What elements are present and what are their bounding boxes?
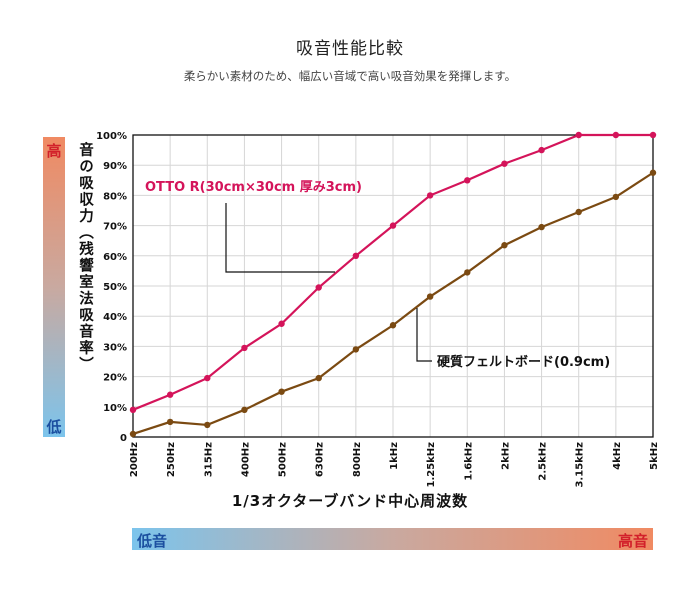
- plot-frame: [132, 134, 654, 438]
- felt-leader-line: [416, 308, 432, 362]
- frequency-gradient-bar: [132, 528, 653, 550]
- data-point: [575, 208, 582, 216]
- y-tick-label: 30%: [103, 342, 127, 353]
- y-axis-label: 音の吸収力（残響室法吸音率）: [77, 142, 93, 373]
- x-tick-label: 2kHz: [500, 442, 511, 470]
- x-tick-label: 400Hz: [240, 442, 251, 477]
- data-point: [241, 344, 248, 352]
- data-point: [204, 374, 211, 382]
- data-point: [575, 131, 582, 139]
- data-point: [649, 169, 657, 176]
- data-point: [538, 223, 545, 231]
- data-point: [278, 320, 285, 327]
- y-tick-label: 90%: [103, 161, 127, 172]
- x-tick-label: 250Hz: [166, 442, 177, 477]
- page-title: 吸音性能比較: [296, 39, 404, 59]
- data-point: [129, 406, 137, 414]
- series-label-otto: OTTO R(30cm×30cm 厚み3cm): [145, 179, 362, 195]
- x-tick-label: 1.25kHz: [426, 442, 437, 488]
- x-tick-label: 1.6kHz: [463, 442, 474, 481]
- x-tick-label: 4kHz: [612, 442, 623, 470]
- x-tick-label: 630Hz: [315, 442, 326, 477]
- y-tick-label: 40%: [103, 312, 127, 323]
- otto-leader-line: [225, 203, 335, 273]
- x-tick-label: 5kHz: [649, 442, 660, 470]
- data-point: [612, 193, 620, 201]
- data-point: [389, 322, 397, 329]
- x-axis-label: 1/3オクターブバンド中心周波数: [231, 492, 469, 510]
- series-label-felt: 硬質フェルトボード(0.9cm): [437, 354, 610, 370]
- data-point: [166, 391, 174, 398]
- data-point: [166, 418, 174, 426]
- data-point: [352, 252, 360, 259]
- x-tick-label: 2.5kHz: [538, 442, 549, 481]
- data-point: [241, 406, 248, 414]
- data-point: [389, 222, 397, 229]
- y-tick-label: 10%: [103, 403, 127, 414]
- data-point: [426, 293, 434, 300]
- data-point: [426, 192, 434, 199]
- y-tick-label: 80%: [103, 191, 127, 202]
- x-tick-label: 800Hz: [352, 442, 363, 477]
- data-point: [315, 284, 322, 291]
- x-tick-label: 500Hz: [278, 442, 289, 477]
- frequency-high-label: 高音: [618, 532, 649, 550]
- data-point: [501, 242, 508, 249]
- data-point: [538, 146, 545, 154]
- page-subtitle: 柔らかい素材のため、幅広い音域で高い吸音効果を発揮します。: [183, 69, 517, 83]
- y-tick-label: 100%: [96, 131, 127, 142]
- absorption-high-label: 高: [46, 142, 62, 160]
- y-tick-label: 20%: [103, 373, 127, 384]
- data-point: [464, 177, 471, 184]
- absorption-gradient-bar: [43, 137, 65, 437]
- x-tick-label: 200Hz: [129, 442, 140, 477]
- x-tick-label: 1kHz: [389, 442, 400, 470]
- data-point: [612, 131, 620, 139]
- data-point: [315, 374, 322, 382]
- data-point: [649, 131, 657, 139]
- y-tick-label: 70%: [103, 222, 127, 233]
- y-tick-label: 60%: [103, 252, 127, 263]
- x-tick-label: 315Hz: [203, 442, 214, 477]
- data-point: [501, 160, 508, 167]
- y-tick-label: 50%: [103, 282, 127, 293]
- data-point: [352, 346, 360, 353]
- absorption-low-label: 低: [46, 418, 62, 436]
- data-point: [464, 269, 471, 276]
- x-tick-label: 3.15kHz: [575, 442, 586, 488]
- frequency-low-label: 低音: [137, 532, 168, 550]
- y-tick-label: 0: [120, 433, 127, 444]
- data-point: [204, 421, 211, 429]
- data-point: [278, 388, 285, 395]
- data-point: [129, 430, 137, 438]
